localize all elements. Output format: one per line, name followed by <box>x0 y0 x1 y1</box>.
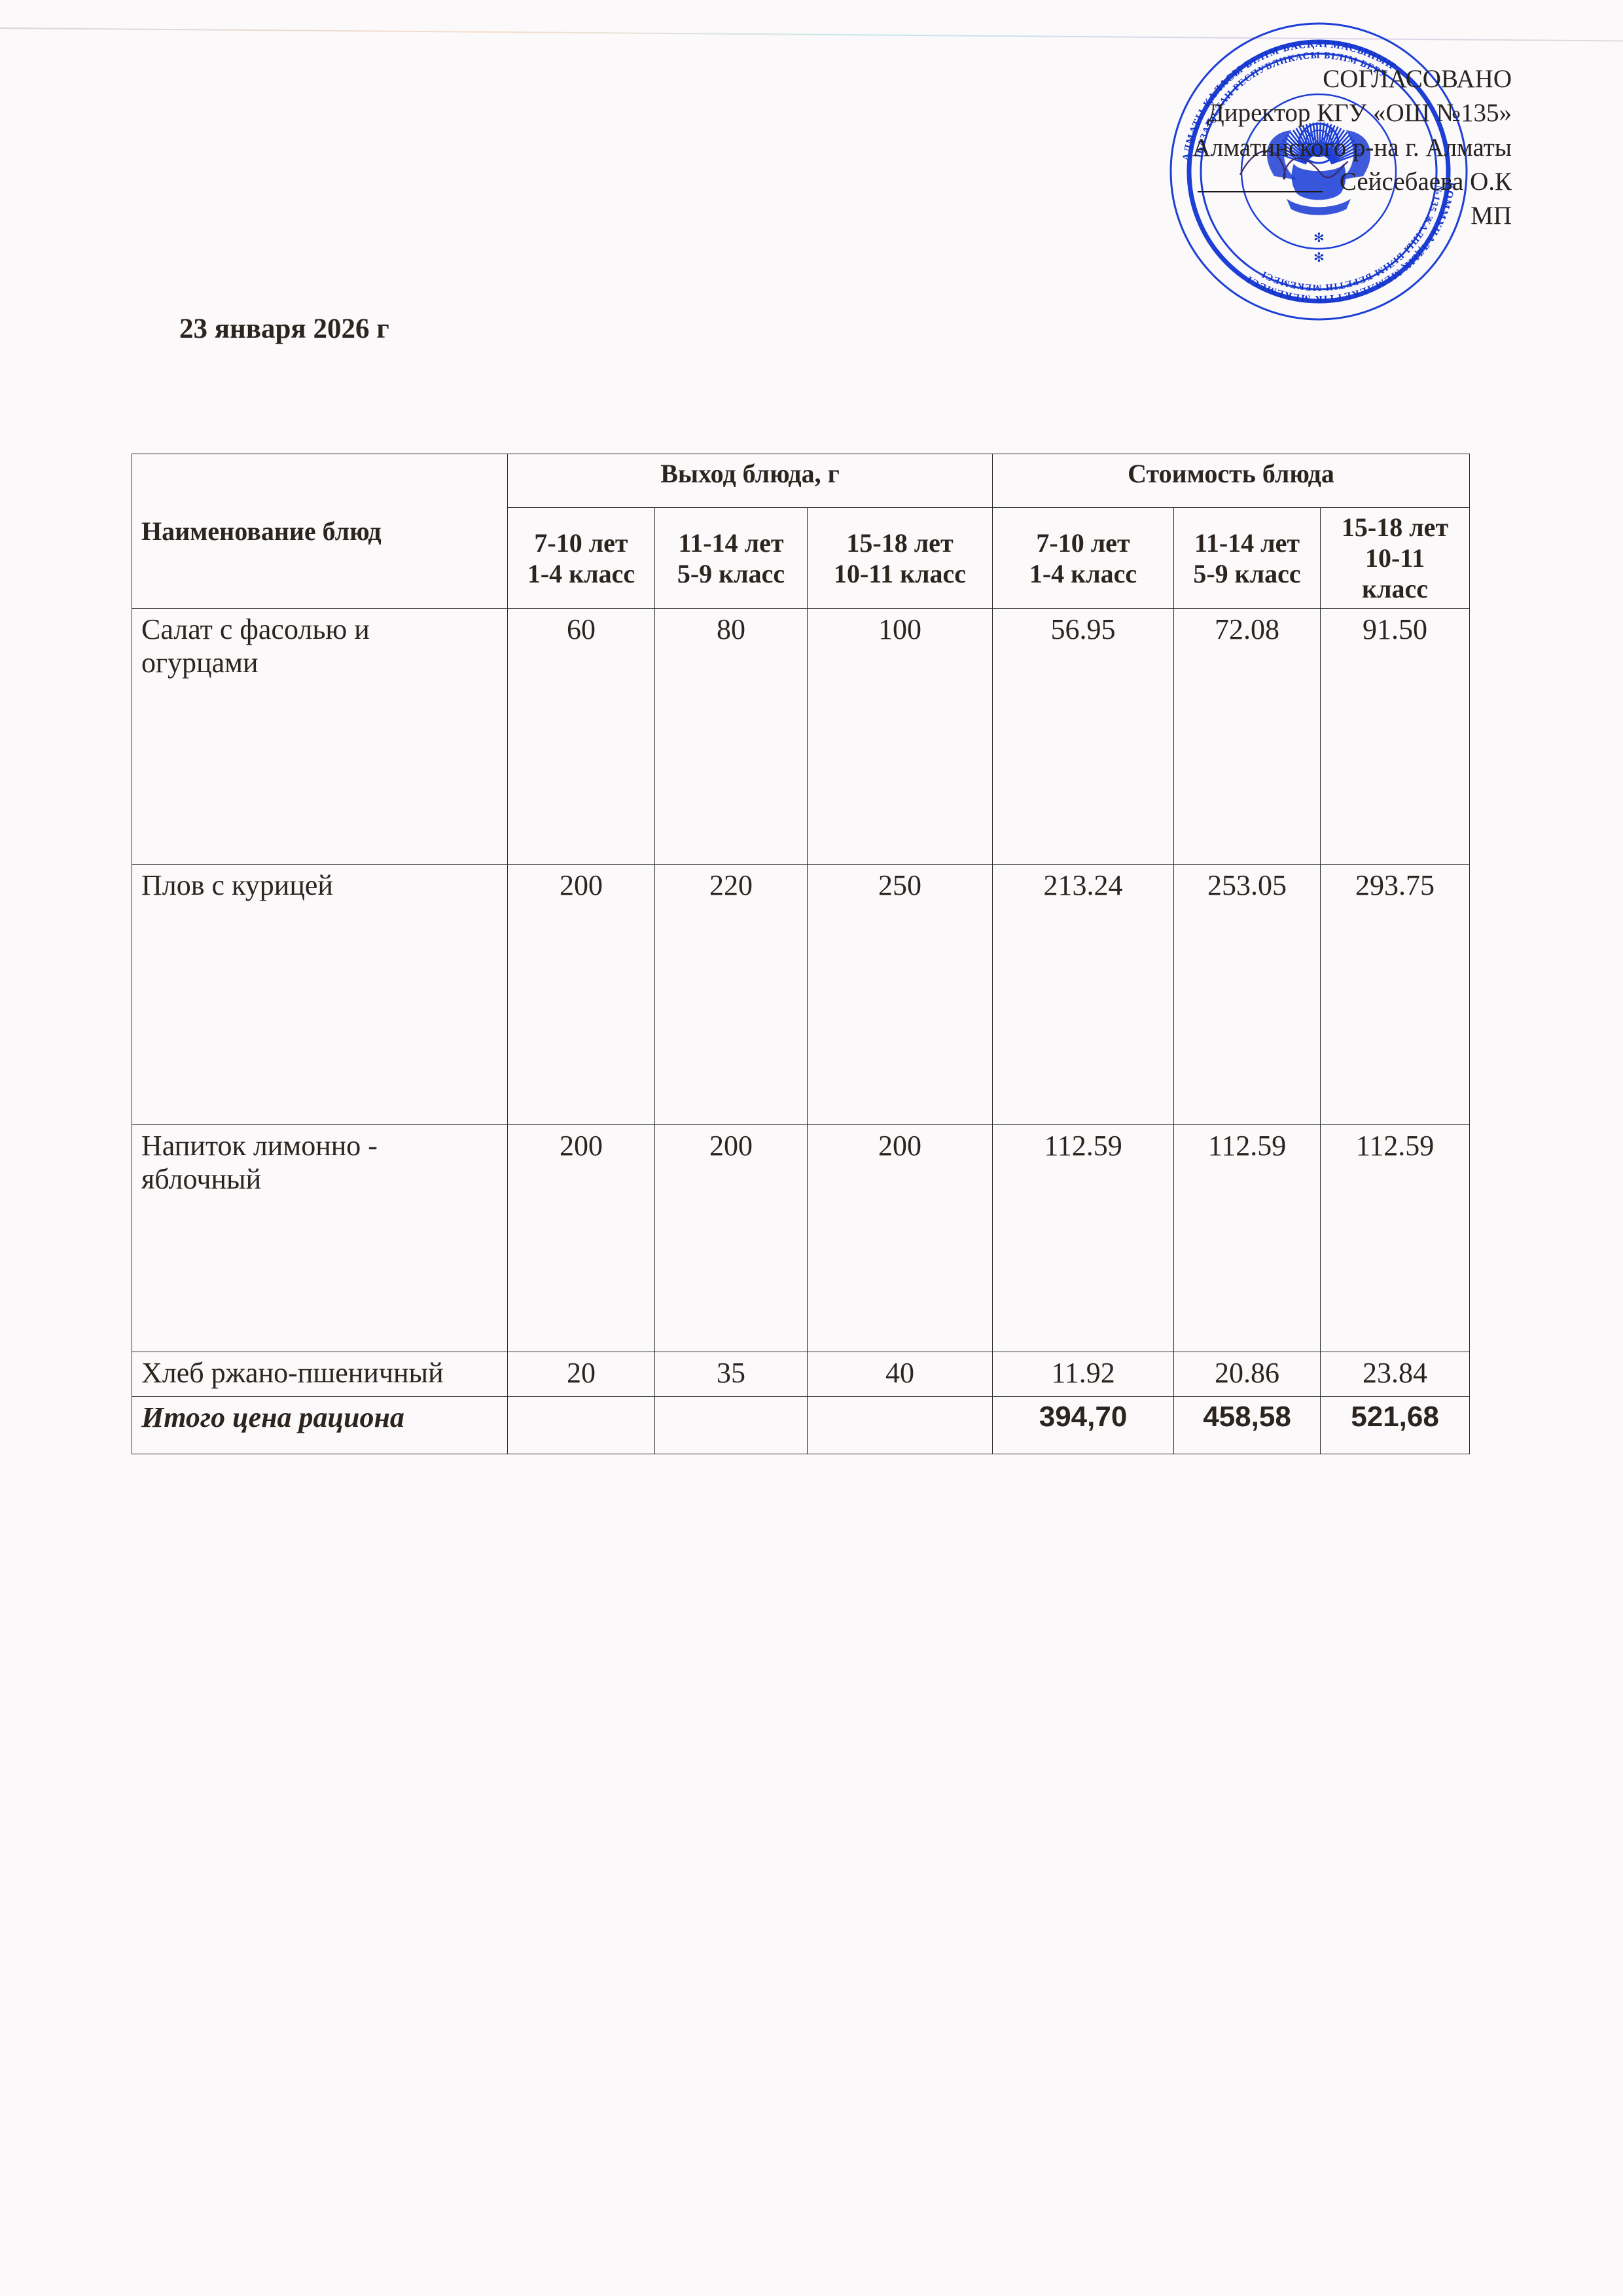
svg-text:✻: ✻ <box>1313 251 1325 265</box>
svg-text:✻: ✻ <box>1313 231 1325 245</box>
